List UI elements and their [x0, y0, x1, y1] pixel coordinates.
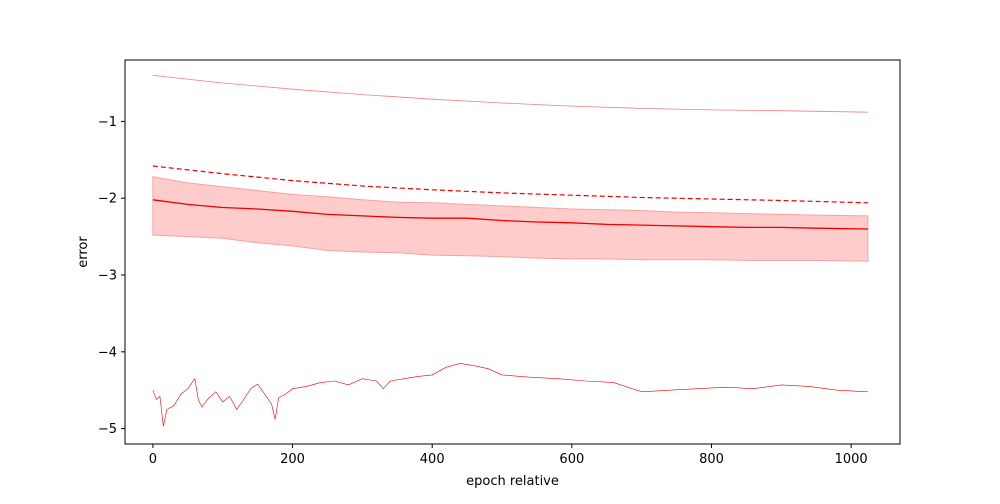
y-axis-label: error: [76, 236, 91, 268]
x-tick-label: 600: [559, 452, 584, 467]
mean-series: [152, 199, 868, 230]
y-tick-label: −3: [98, 269, 117, 284]
lower-noisy-series: [152, 363, 868, 427]
x-tick-label: 200: [280, 452, 305, 467]
upper-thin-series: [152, 75, 868, 113]
x-tick-label: 0: [149, 452, 157, 467]
x-tick-label: 800: [699, 452, 724, 467]
x-axis-label: epoch relative: [466, 474, 559, 489]
y-tick-label: −1: [98, 115, 117, 130]
x-tick-label: 400: [420, 452, 445, 467]
y-tick-label: −2: [98, 192, 117, 207]
error-band: [152, 176, 869, 262]
axes-frame: [124, 59, 901, 445]
ticks: 0 200 400 600 800 1000 −5 −4 −3 −2 −1: [98, 115, 868, 467]
x-tick-label: 1000: [835, 452, 868, 467]
plot-area: [152, 75, 869, 427]
y-tick-label: −5: [98, 422, 117, 437]
y-tick-label: −4: [98, 345, 117, 360]
